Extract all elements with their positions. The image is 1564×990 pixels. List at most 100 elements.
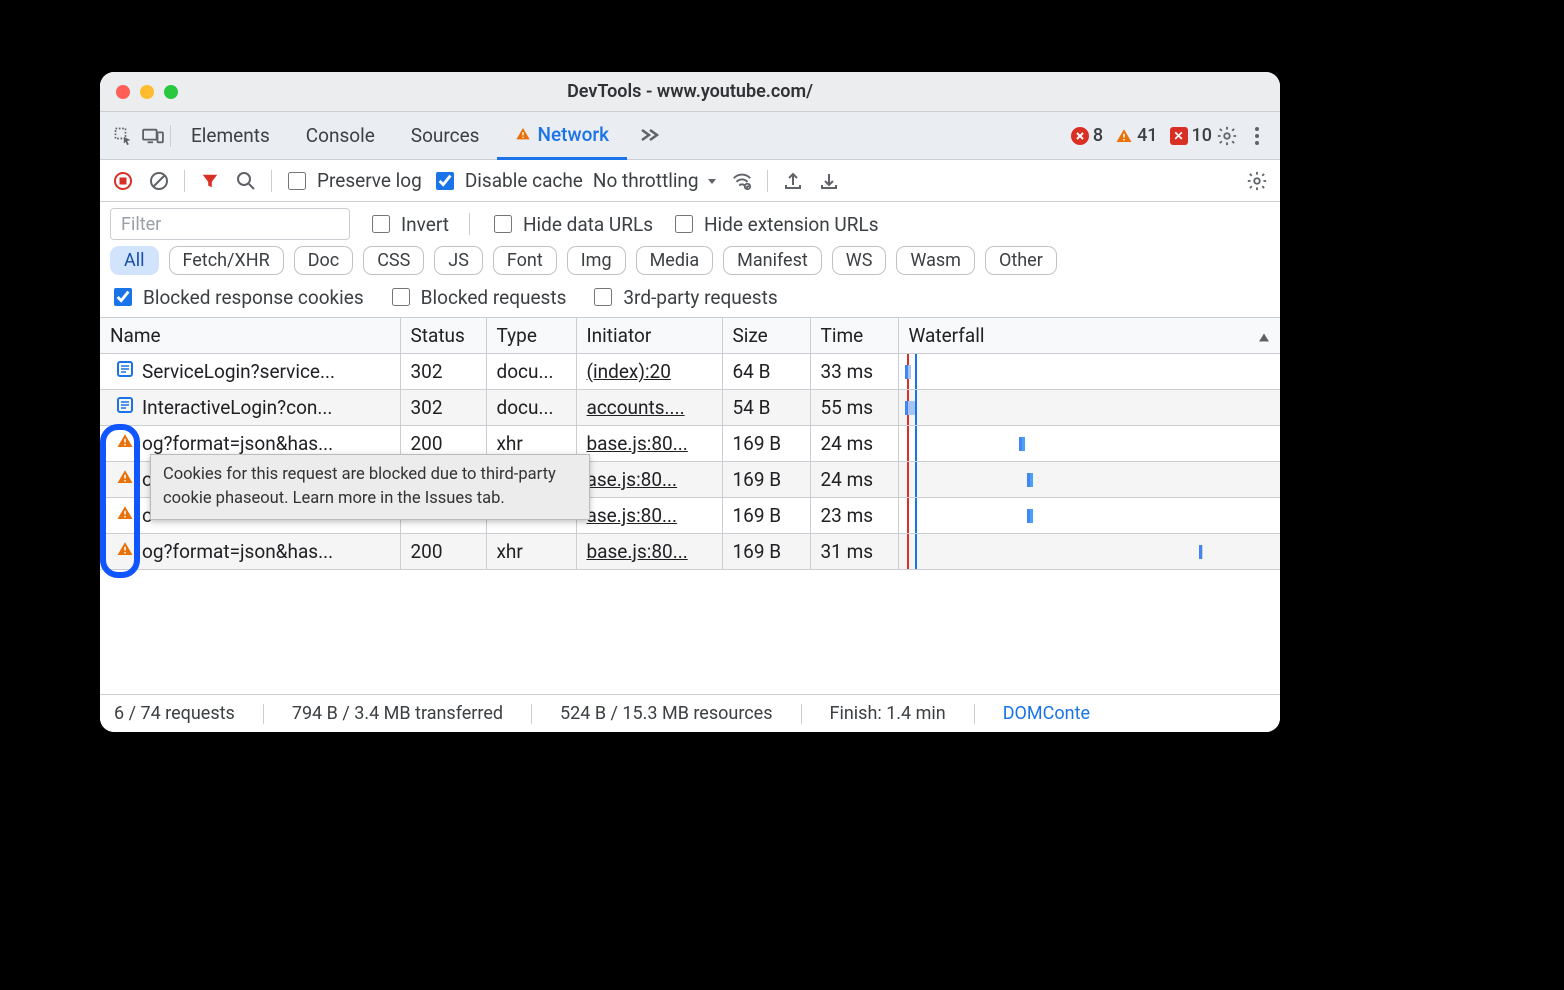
tab-network[interactable]: Network	[497, 112, 627, 160]
type-pill-manifest[interactable]: Manifest	[723, 246, 822, 275]
sort-indicator-icon	[1258, 324, 1270, 347]
filter-funnel-icon[interactable]	[197, 168, 223, 194]
issues-count[interactable]: ✕ 10	[1170, 125, 1212, 146]
blocked-requests-checkbox[interactable]: Blocked requests	[388, 285, 567, 309]
hide-data-urls-checkbox[interactable]: Hide data URLs	[490, 212, 653, 236]
error-icon	[1071, 127, 1089, 145]
col-type[interactable]: Type	[486, 318, 576, 354]
third-party-requests-checkbox[interactable]: 3rd-party requests	[590, 285, 777, 309]
warning-triangle-icon	[116, 540, 134, 558]
warning-triangle-icon	[116, 504, 134, 522]
blocked-cookies-checkbox[interactable]: Blocked response cookies	[110, 285, 364, 309]
more-tabs-icon[interactable]	[627, 123, 671, 148]
type-pill-ws[interactable]: WS	[832, 246, 887, 275]
type-pill-wasm[interactable]: Wasm	[896, 246, 975, 275]
type-pill-doc[interactable]: Doc	[294, 246, 354, 275]
download-har-icon[interactable]	[816, 168, 842, 194]
warning-triangle-icon	[116, 432, 134, 450]
waterfall-bar	[1027, 509, 1033, 523]
hide-extension-urls-checkbox[interactable]: Hide extension URLs	[671, 212, 879, 236]
initiator-link[interactable]: base.js:80...	[587, 540, 688, 563]
issue-counts: 8 41 ✕ 10	[1071, 125, 1212, 146]
table-row[interactable]: og?format=json&has...200xhrbase.js:80...…	[100, 534, 1280, 570]
warning-triangle-icon	[116, 468, 134, 486]
error-count[interactable]: 8	[1071, 125, 1103, 146]
initiator-link[interactable]: (index):20	[587, 360, 671, 383]
col-name[interactable]: Name	[100, 318, 400, 354]
type-pill-all[interactable]: All	[110, 246, 159, 275]
warning-triangle-icon	[1115, 127, 1133, 145]
status-transferred: 794 B / 3.4 MB transferred	[292, 703, 503, 724]
devtools-window: DevTools - www.youtube.com/ ElementsCons…	[100, 72, 1280, 732]
status-bar: 6 / 74 requests 794 B / 3.4 MB transferr…	[100, 694, 1280, 732]
network-conditions-icon[interactable]	[729, 168, 755, 194]
filter-bar-2: Blocked response cookies Blocked request…	[100, 283, 1280, 318]
filter-bar: Filter Invert Hide data URLs Hide extens…	[100, 202, 1280, 242]
initiator-link[interactable]: ase.js:80...	[587, 504, 678, 527]
disable-cache-checkbox[interactable]: Disable cache	[432, 169, 583, 193]
network-toolbar: Preserve log Disable cache No throttling	[100, 160, 1280, 202]
type-pill-font[interactable]: Font	[493, 246, 557, 275]
preserve-log-checkbox[interactable]: Preserve log	[284, 169, 422, 193]
tab-console[interactable]: Console	[288, 112, 393, 160]
initiator-link[interactable]: ase.js:80...	[587, 468, 678, 491]
table-row[interactable]: ServiceLogin?service...302docu...(index)…	[100, 354, 1280, 390]
col-waterfall[interactable]: Waterfall	[898, 318, 1280, 354]
waterfall-bar	[905, 401, 915, 415]
col-size[interactable]: Size	[722, 318, 810, 354]
initiator-link[interactable]: accounts....	[587, 396, 685, 419]
initiator-link[interactable]: base.js:80...	[587, 432, 688, 455]
minimize-icon[interactable]	[140, 85, 154, 99]
warning-count[interactable]: 41	[1115, 125, 1157, 146]
type-pill-fetchxhr[interactable]: Fetch/XHR	[169, 246, 284, 275]
window-traffic-lights	[100, 85, 178, 99]
panel-settings-gear-icon[interactable]	[1244, 168, 1270, 194]
type-pill-media[interactable]: Media	[636, 246, 714, 275]
warning-triangle-icon	[515, 126, 531, 142]
request-name: og?format=json&has...	[142, 432, 333, 455]
zoom-icon[interactable]	[164, 85, 178, 99]
close-icon[interactable]	[116, 85, 130, 99]
issues-icon: ✕	[1170, 127, 1188, 145]
record-icon[interactable]	[110, 168, 136, 194]
inspect-icon[interactable]	[108, 121, 138, 151]
document-icon	[116, 360, 134, 378]
tab-elements[interactable]: Elements	[173, 112, 288, 160]
titlebar: DevTools - www.youtube.com/	[100, 72, 1280, 112]
request-name: ServiceLogin?service...	[142, 360, 335, 383]
status-finish: Finish: 1.4 min	[830, 703, 946, 724]
waterfall-bar	[905, 365, 911, 379]
col-status[interactable]: Status	[400, 318, 486, 354]
device-toggle-icon[interactable]	[138, 121, 168, 151]
col-initiator[interactable]: Initiator	[576, 318, 722, 354]
clear-icon[interactable]	[146, 168, 172, 194]
status-requests: 6 / 74 requests	[114, 703, 235, 724]
window-title: DevTools - www.youtube.com/	[100, 81, 1280, 102]
type-pill-js[interactable]: JS	[434, 246, 483, 275]
invert-checkbox[interactable]: Invert	[368, 212, 449, 236]
col-time[interactable]: Time	[810, 318, 898, 354]
type-pill-css[interactable]: CSS	[363, 246, 424, 275]
search-icon[interactable]	[233, 168, 259, 194]
table-row[interactable]: InteractiveLogin?con...302docu...account…	[100, 390, 1280, 426]
status-domcontent: DOMConte	[1003, 703, 1090, 724]
upload-har-icon[interactable]	[780, 168, 806, 194]
waterfall-bar	[1199, 545, 1203, 559]
type-pill-img[interactable]: Img	[567, 246, 626, 275]
filter-input[interactable]: Filter	[110, 208, 350, 240]
tab-sources[interactable]: Sources	[393, 112, 498, 160]
request-name: InteractiveLogin?con...	[142, 396, 332, 419]
waterfall-bar	[1019, 437, 1025, 451]
more-menu-icon[interactable]	[1242, 121, 1272, 151]
table-header-row: Name Status Type Initiator Size Time Wat…	[100, 318, 1280, 354]
tabs-bar: ElementsConsoleSourcesNetwork 8 41 ✕	[100, 112, 1280, 160]
cookie-blocked-tooltip: Cookies for this request are blocked due…	[150, 454, 590, 520]
status-resources: 524 B / 15.3 MB resources	[560, 703, 772, 724]
settings-gear-icon[interactable]	[1212, 121, 1242, 151]
waterfall-bar	[1027, 473, 1033, 487]
type-filter-pills: All Fetch/XHR Doc CSS JS Font Img Media Manifest…	[100, 242, 1280, 283]
type-pill-other[interactable]: Other	[985, 246, 1057, 275]
document-icon	[116, 396, 134, 414]
request-name: og?format=json&has...	[142, 540, 333, 563]
throttling-select[interactable]: No throttling	[593, 169, 719, 192]
